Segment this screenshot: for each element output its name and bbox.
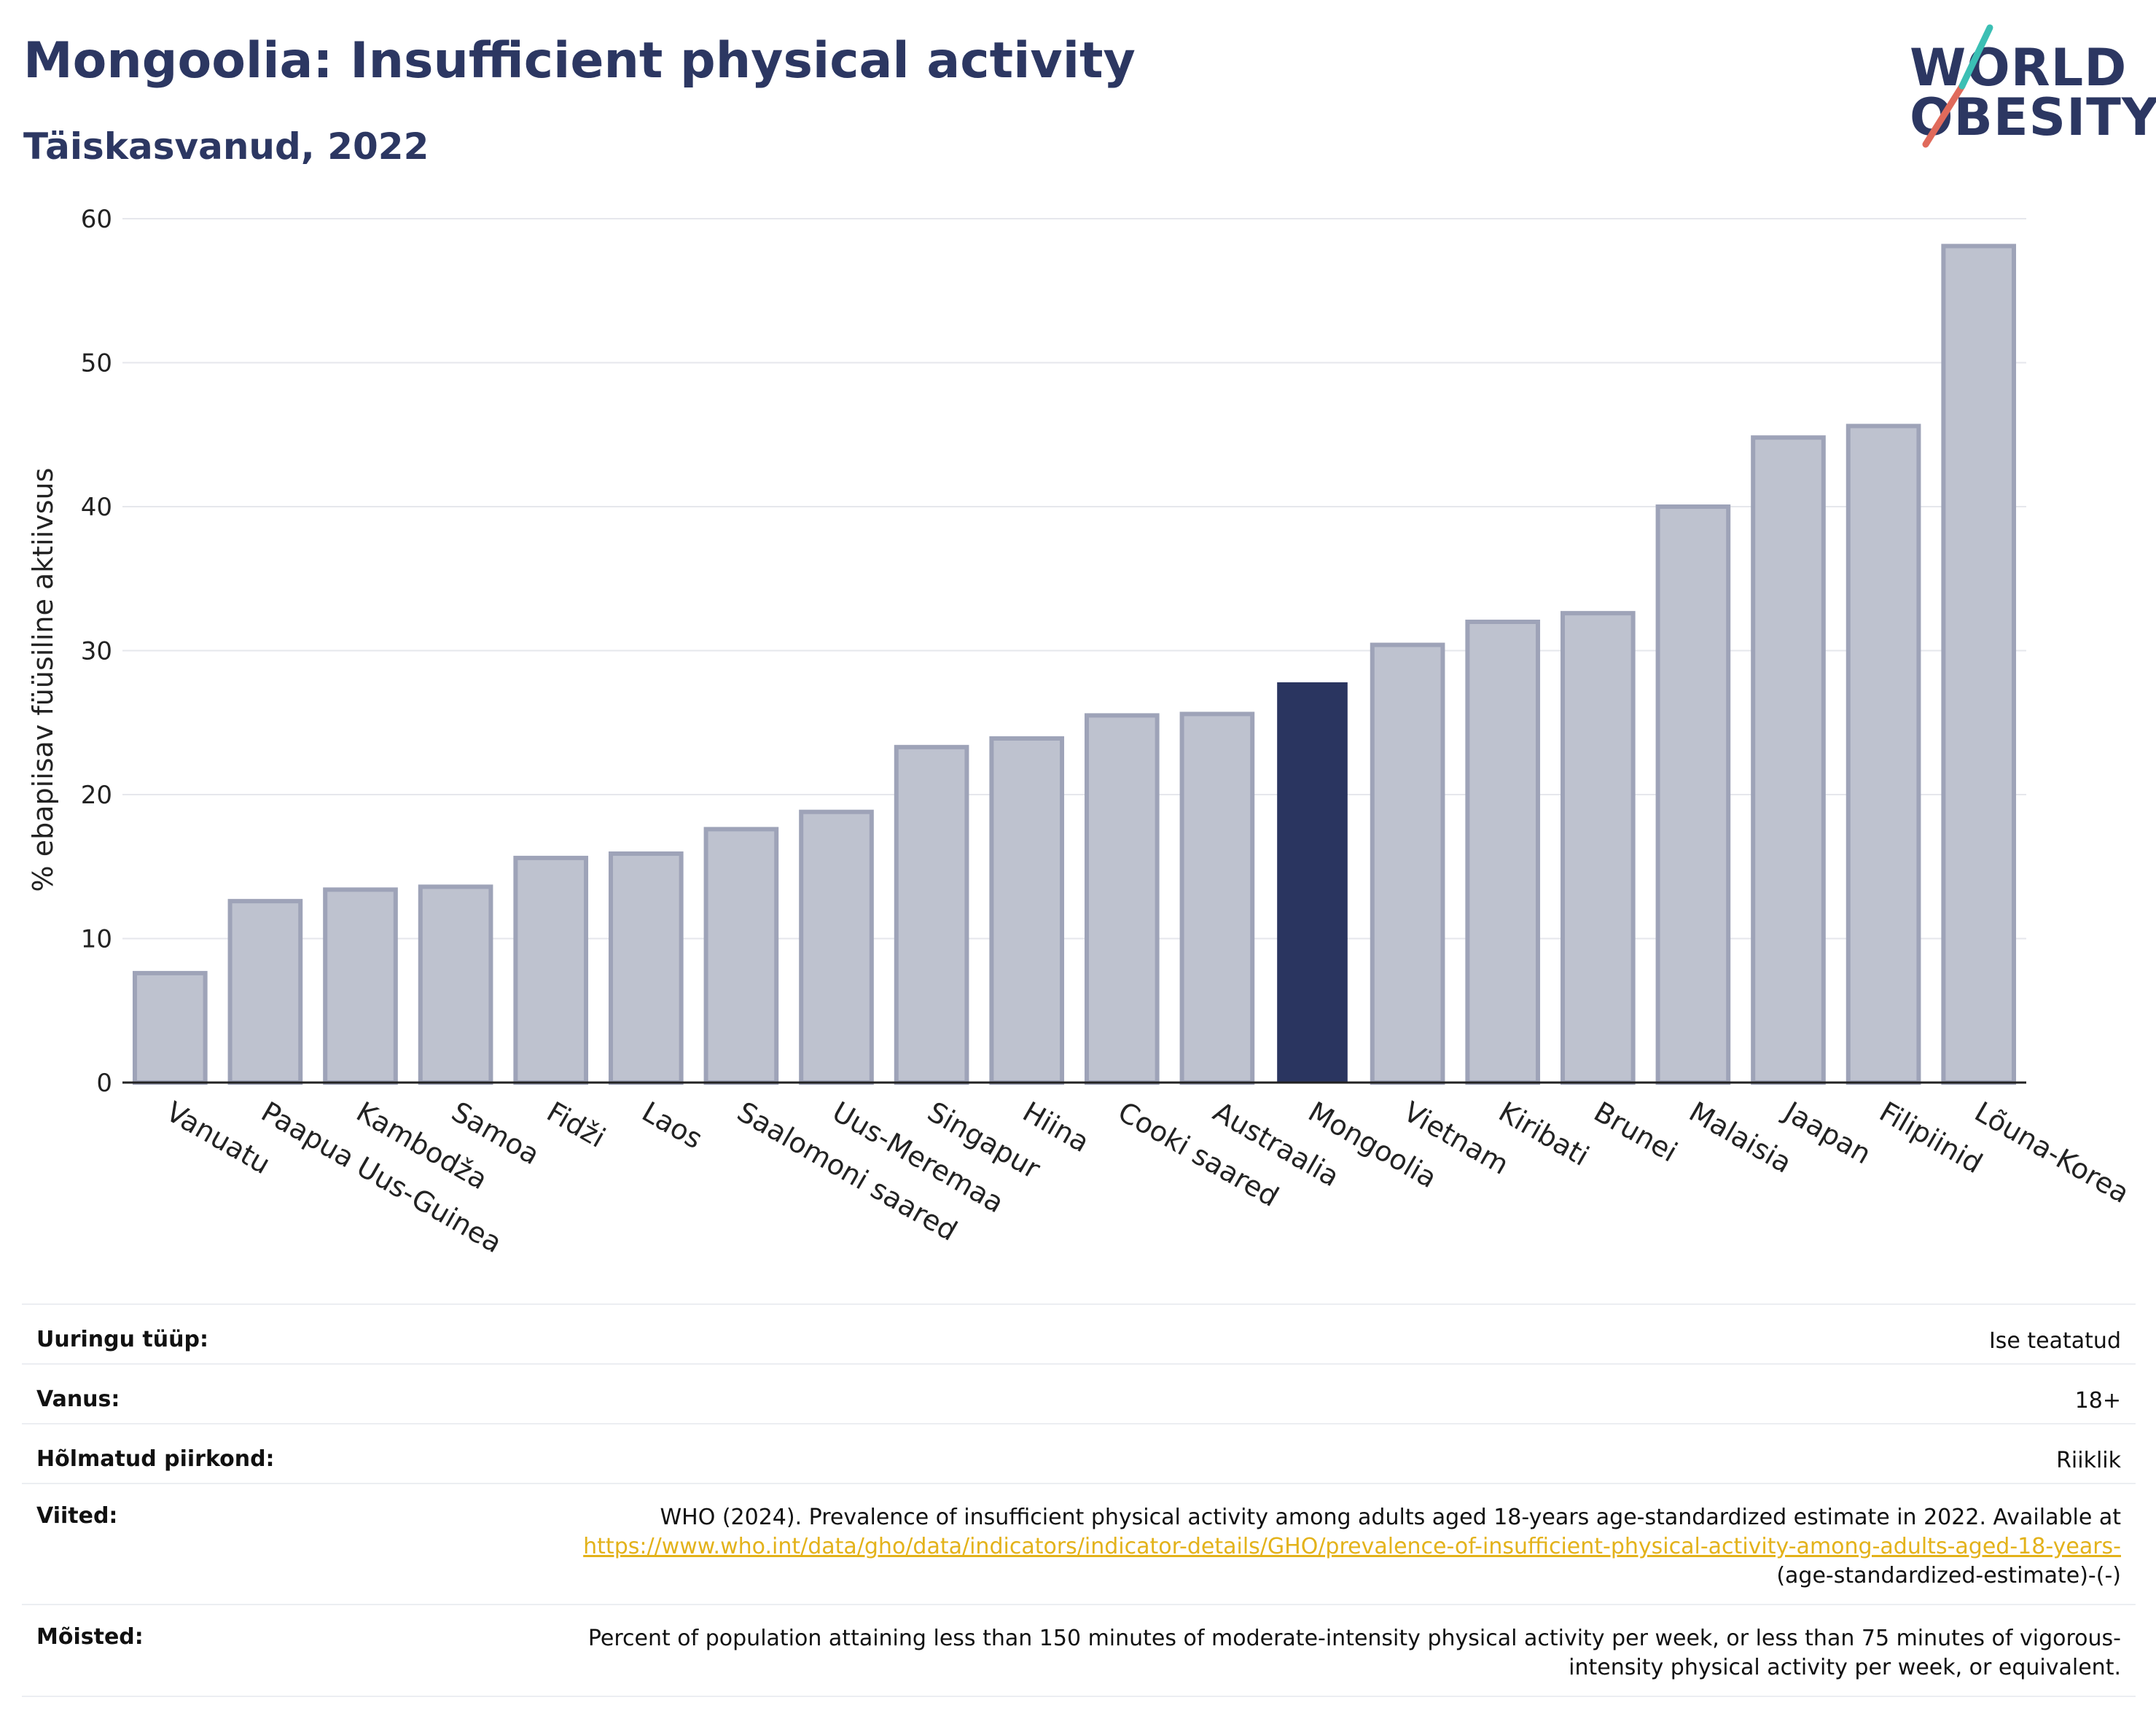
y-axis-label: % ebapiisav füüsiline aktiivsus <box>27 468 59 892</box>
x-tick-label: Laos <box>636 1096 708 1155</box>
bar-saalomoni-saared <box>703 827 779 1085</box>
x-tick-label: Vanuatu <box>160 1096 276 1180</box>
y-tick-label: 50 <box>81 349 112 378</box>
bar-mongoolia <box>1277 682 1348 1083</box>
meta-label: Hõlmatud piirkond: <box>36 1446 275 1472</box>
meta-value: Percent of population attaining less tha… <box>587 1626 2121 1680</box>
x-tick-label: Cooki saared <box>1112 1096 1284 1213</box>
bars <box>132 243 2017 1085</box>
meta-value: Ise teatatud <box>1988 1328 2121 1354</box>
y-axis-ticks: 0 10 20 30 40 50 60 <box>81 205 112 1098</box>
bar-cooki-saared <box>1084 713 1160 1085</box>
meta-row-age: Vanus: 18+ <box>22 1365 2136 1424</box>
bar-austraalia <box>1179 711 1255 1085</box>
meta-label: Vanus: <box>36 1387 120 1412</box>
meta-label: Uuringu tüüp: <box>36 1327 208 1352</box>
bar-vanuatu <box>132 970 208 1085</box>
bar-uus-meremaa <box>799 809 874 1085</box>
references-value: WHO (2024). Prevalence of insufficient p… <box>554 1503 2121 1591</box>
bar-malaisia <box>1655 504 1731 1085</box>
x-tick-label: Malaisia <box>1684 1096 1797 1180</box>
metadata-table: Uuringu tüüp: Ise teatatud Vanus: 18+ Hõ… <box>22 1303 2136 1697</box>
x-tick-label: Fidži <box>542 1096 611 1154</box>
x-tick-label: Brunei <box>1588 1096 1682 1169</box>
meta-label: Mõisted: <box>36 1624 144 1650</box>
y-tick-label: 10 <box>81 925 112 954</box>
meta-row-references: Viited: WHO (2024). Prevalence of insuff… <box>22 1484 2136 1605</box>
bar-filipiinid <box>1846 424 1921 1085</box>
bar-laos <box>608 851 684 1085</box>
bar-samoa <box>418 884 493 1085</box>
world-obesity-logo: WORLD OBESITY <box>1895 22 2156 153</box>
references-suffix: (age-standardized-estimate)-(-) <box>1776 1563 2121 1588</box>
logo-slash-icon <box>1922 24 1993 148</box>
y-tick-label: 40 <box>81 493 112 522</box>
logo-line1: WORLD <box>1910 38 2128 98</box>
page-title: Mongoolia: Insufficient physical activit… <box>23 32 1136 90</box>
meta-row-area-covered: Hõlmatud piirkond: Riiklik <box>22 1424 2136 1484</box>
meta-value: 18+ <box>2074 1388 2121 1414</box>
references-text: WHO (2024). Prevalence of insufficient p… <box>660 1505 2121 1530</box>
bar-kambod-a <box>323 887 398 1085</box>
y-tick-label: 20 <box>81 781 112 810</box>
bar-hiina <box>989 736 1065 1085</box>
y-tick-label: 0 <box>96 1069 112 1098</box>
bar-jaapan <box>1751 435 1826 1085</box>
x-tick-label: Lõuna-Korea <box>1969 1096 2135 1209</box>
bar-l-una-korea <box>1941 243 2017 1085</box>
bar-singapur <box>894 744 969 1085</box>
bar-fid-i <box>513 855 589 1085</box>
meta-label: Viited: <box>36 1503 118 1529</box>
grid-lines <box>122 218 2026 940</box>
bar-kiribati <box>1465 620 1541 1085</box>
x-tick-label: Filipiinid <box>1874 1096 1988 1180</box>
bar-vietnam <box>1370 642 1445 1085</box>
references-link[interactable]: https://www.who.int/data/gho/data/indica… <box>583 1534 2121 1559</box>
bar-brunei <box>1560 611 1636 1085</box>
page-subtitle: Täiskasvanud, 2022 <box>23 125 429 168</box>
meta-row-survey-type: Uuringu tüüp: Ise teatatud <box>22 1305 2136 1365</box>
meta-row-definitions: Mõisted: Percent of population attaining… <box>22 1605 2136 1697</box>
y-tick-label: 30 <box>81 637 112 666</box>
y-tick-label: 60 <box>81 205 112 234</box>
bar-paapua-uus-guinea <box>227 899 303 1085</box>
meta-value: Riiklik <box>2056 1448 2121 1473</box>
